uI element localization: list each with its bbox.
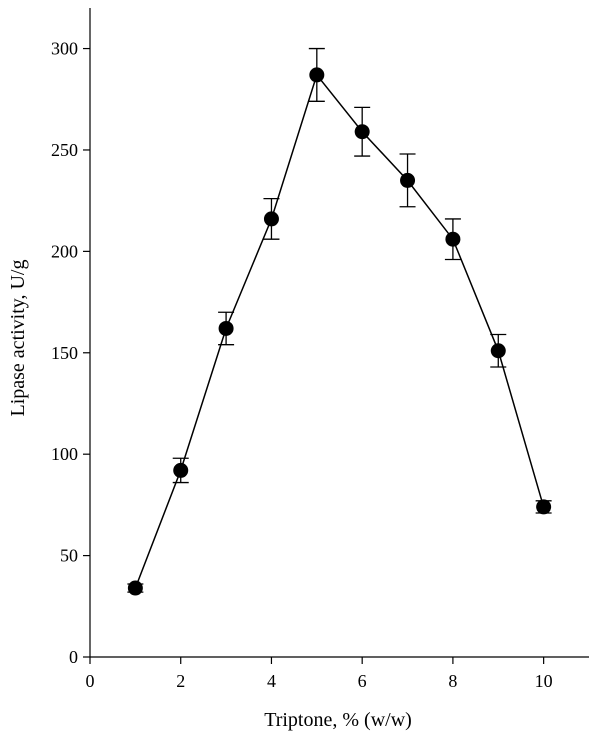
data-point [490, 343, 506, 359]
x-tick-label: 10 [535, 671, 553, 691]
x-tick-label: 4 [267, 671, 276, 691]
data-point [354, 124, 370, 140]
x-tick-label: 2 [176, 671, 185, 691]
data-point [263, 211, 279, 227]
y-tick-label: 300 [51, 39, 78, 59]
y-tick-label: 50 [60, 546, 78, 566]
y-tick-label: 150 [51, 343, 78, 363]
data-point [127, 580, 143, 596]
x-axis-title: Triptone, % (w/w) [264, 709, 412, 731]
y-axis-title: Lipase activity, U/g [7, 260, 29, 417]
y-tick-label: 0 [69, 647, 78, 667]
plot-area [127, 47, 552, 596]
data-point [173, 462, 189, 478]
x-tick-label: 0 [86, 671, 95, 691]
y-tick-label: 250 [51, 140, 78, 160]
data-point [445, 231, 461, 247]
data-point [218, 320, 234, 336]
x-tick-label: 6 [358, 671, 367, 691]
series-line [134, 73, 545, 589]
data-point [309, 67, 325, 83]
x-tick-label: 8 [448, 671, 457, 691]
data-point [400, 172, 416, 188]
axes: 0 50 100 150 200 250 300 0 2 4 6 8 10 [51, 8, 589, 691]
y-tick-label: 200 [51, 241, 78, 261]
data-point [536, 499, 552, 515]
y-tick-label: 100 [51, 444, 78, 464]
